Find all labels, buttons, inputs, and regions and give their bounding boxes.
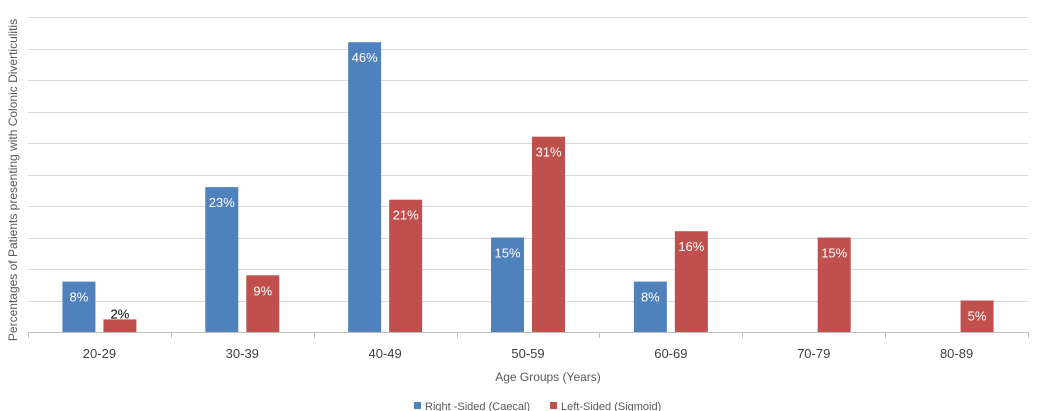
bar-left-sided-sigmoid-50-59: [532, 136, 565, 332]
bar-right-sided-caecal-30-39: [205, 187, 239, 332]
bar-left-sided-sigmoid-30-39: [246, 275, 280, 332]
data-label: 15%: [821, 246, 847, 261]
y-axis-title: Percentages of Patients presenting with …: [6, 19, 20, 341]
x-tick-label: 20-29: [83, 346, 116, 361]
bar-right-sided-caecal-50-59: [491, 237, 524, 332]
x-axis-title: Age Groups (Years): [495, 370, 601, 384]
bar-left-sided-sigmoid-60-69: [674, 231, 708, 332]
data-label: 46%: [352, 50, 378, 65]
data-label: 21%: [393, 208, 419, 223]
bars: [62, 42, 994, 332]
bar-left-sided-sigmoid-80-89: [960, 300, 994, 332]
legend-label-left-sided: Left-Sided (Sigmoid): [561, 401, 661, 411]
data-label: 2%: [111, 306, 130, 321]
x-tick-label: 70-79: [797, 346, 830, 361]
data-label: 31%: [535, 145, 561, 160]
data-label: 8%: [70, 290, 89, 305]
bar-left-sided-sigmoid-40-49: [389, 199, 423, 332]
legend-swatch-left-sided: [550, 402, 557, 409]
bar-right-sided-caecal-40-49: [348, 42, 382, 332]
data-labels: 8% 23% 46% 15% 8% 2% 9% 21% 31% 16% 15% 5%: [70, 50, 987, 323]
bar-right-sided-caecal-20-29: [62, 281, 96, 332]
data-label: 8%: [641, 290, 660, 305]
data-label: 5%: [968, 309, 987, 324]
bar-left-sided-sigmoid-70-79: [817, 237, 851, 332]
data-label: 23%: [209, 195, 235, 210]
legend-swatch-right-sided: [414, 402, 421, 409]
x-axis: 20-29 30-39 40-49 50-59 60-69 70-79 80-89: [28, 332, 1029, 361]
data-label: 16%: [678, 239, 704, 254]
x-tick-label: 50-59: [511, 346, 544, 361]
gridlines: [28, 17, 1028, 302]
data-label: 15%: [494, 246, 520, 261]
x-tick-label: 40-49: [369, 346, 402, 361]
legend-label-right-sided: Right -Sided (Caecal): [425, 401, 530, 411]
data-label: 9%: [253, 283, 272, 298]
legend: Right -Sided (Caecal) Left-Sided (Sigmoi…: [414, 401, 661, 411]
x-tick-label: 60-69: [654, 346, 687, 361]
x-tick-label: 30-39: [226, 346, 259, 361]
x-tick-label: 80-89: [940, 346, 973, 361]
bar-right-sided-caecal-60-69: [633, 281, 667, 332]
bar-left-sided-sigmoid-20-29: [103, 319, 137, 332]
